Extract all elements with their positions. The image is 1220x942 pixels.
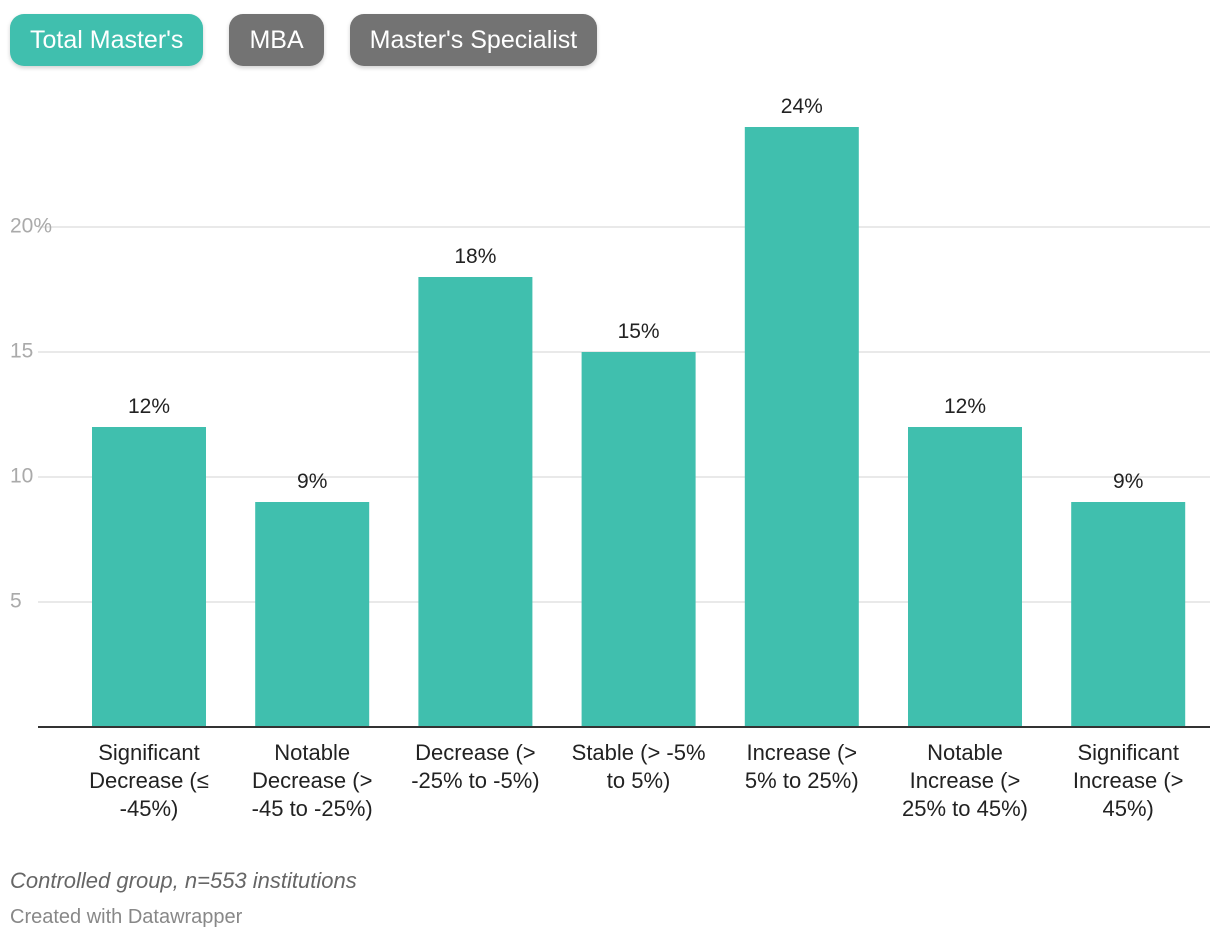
y-tick-label: 15 [10,340,33,363]
bar-chart: 5 10 15 20% 12% 9% 18% 15% 24% 12% 9% Significant… [10,95,1210,821]
bar-value-label: 18% [454,245,496,268]
bar [744,127,859,727]
x-tick-label-line: Decrease (> [415,740,535,765]
footer-credit: Created with Datawrapper [10,906,243,928]
bar-value-label: 15% [618,320,660,343]
x-tick-label-line: Notable [274,740,350,765]
bar-value-label: 12% [944,395,986,418]
chart-tab-bar: Total Master's MBA Master's Specialist [10,14,598,66]
bar [908,427,1022,727]
x-axis-labels: Significant Decrease (≤ -45%) Notable Decrea… [89,740,1183,821]
x-tick-label: Significant Increase (> 45%) [1073,740,1184,821]
bar-value-label: 9% [297,470,327,493]
x-tick-label-line: Increase (> [746,740,857,765]
x-tick-label-line: 45%) [1103,796,1154,821]
bar [255,502,370,727]
x-tick-label-line: 5% to 25%) [745,768,859,793]
x-tick-label: Notable Decrease (> -45 to -25%) [252,740,373,821]
y-axis-ticks: 5 10 15 20% [10,215,52,613]
bar [418,277,533,727]
y-tick-label: 20% [10,215,52,238]
bar [1071,502,1186,727]
x-tick-label-line: -25% to -5%) [411,768,539,793]
x-tick-label-line: Decrease (> [252,768,372,793]
x-tick-label-line: Notable [927,740,1003,765]
x-tick-label-line: Significant [1077,740,1179,765]
tab-total-masters[interactable]: Total Master's [10,14,204,66]
y-tick-label: 10 [10,465,33,488]
x-tick-label-line: Stable (> -5% [572,740,706,765]
x-tick-label-line: -45 to -25%) [252,796,373,821]
bar [92,427,206,727]
x-tick-label: Notable Increase (> 25% to 45%) [902,740,1028,821]
tab-mba[interactable]: MBA [229,14,324,66]
x-tick-label-line: Increase (> [1073,768,1184,793]
x-tick-label-line: to 5%) [607,768,671,793]
x-tick-label-line: Increase (> [910,768,1021,793]
bar [581,352,696,727]
x-tick-label: Significant Decrease (≤ -45%) [89,740,209,821]
bar-value-label: 24% [781,95,823,118]
x-tick-label-line: Decrease (≤ [89,768,209,793]
y-tick-label: 5 [10,590,22,613]
x-tick-label-line: -45%) [120,796,179,821]
bar-value-label: 12% [128,395,170,418]
x-tick-label: Stable (> -5% to 5%) [572,740,706,793]
footer-note: Controlled group, n=553 institutions [10,868,357,893]
x-tick-label: Decrease (> -25% to -5%) [411,740,539,793]
x-tick-label-line: 25% to 45%) [902,796,1028,821]
bars [92,127,1186,727]
tab-masters-specialist[interactable]: Master's Specialist [349,14,598,66]
x-tick-label: Increase (> 5% to 25%) [745,740,859,793]
x-tick-label-line: Significant [98,740,200,765]
value-labels: 12% 9% 18% 15% 24% 12% 9% [128,95,1143,493]
bar-value-label: 9% [1113,470,1143,493]
